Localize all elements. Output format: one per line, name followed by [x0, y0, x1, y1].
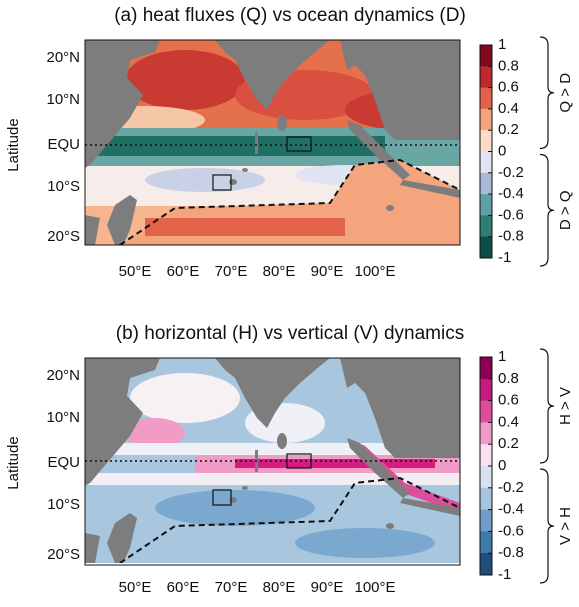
colorbar-tick-label: 0.4: [498, 413, 519, 430]
colorbar-tick-label: 1: [498, 36, 506, 53]
lon-label: 50°E: [119, 263, 152, 280]
lon-label: 100°E: [354, 579, 395, 596]
lon-label: 70°E: [215, 263, 248, 280]
colorbar-band: [480, 45, 492, 67]
colorbar-tick-label: 0.4: [498, 100, 519, 117]
colorbar-band: [480, 378, 492, 402]
map-a: [85, 40, 460, 245]
colorbar-band: [480, 509, 492, 532]
lat-label: 10°N: [46, 91, 80, 108]
colorbar-band: [480, 444, 492, 467]
map-b: [85, 358, 460, 563]
colorbar-band: [480, 130, 492, 152]
colorbar-band: [480, 236, 492, 259]
colorbar-band: [480, 487, 492, 511]
lon-label: 80°E: [263, 579, 296, 596]
lon-label: 100°E: [354, 263, 395, 280]
lon-label: 90°E: [311, 263, 344, 280]
lat-label: 20°S: [47, 546, 80, 563]
lat-label: 10°S: [47, 496, 80, 513]
colorbar-tick-label: -0.6: [498, 522, 524, 539]
colorbar-tick-label: 0.2: [498, 435, 519, 452]
colorbar-band: [480, 108, 492, 131]
colorbar-band: [480, 151, 492, 174]
colorbar-band: [480, 422, 492, 445]
colorbar-tick-label: -0.6: [498, 206, 524, 223]
panel-title: (a) heat fluxes (Q) vs ocean dynamics (D…: [114, 5, 466, 26]
lon-label: 90°E: [311, 579, 344, 596]
lat-label: 20°N: [46, 367, 80, 384]
brace-label: H > V: [557, 387, 574, 425]
brace: [539, 153, 555, 267]
panel-title: (b) horizontal (H) vs vertical (V) dynam…: [116, 323, 464, 344]
colorbar-band: [480, 215, 492, 238]
brace: [539, 36, 555, 150]
colorbar-tick-label: 0.8: [498, 57, 519, 74]
colorbar-tick-label: 0: [498, 142, 506, 159]
colorbar-tick-label: -0.4: [498, 501, 524, 518]
lat-label: EQU: [47, 454, 80, 471]
lat-label: 10°N: [46, 409, 80, 426]
colorbar-band: [480, 194, 492, 216]
colorbar-tick-label: -1: [498, 249, 511, 266]
lon-label: 50°E: [119, 579, 152, 596]
brace-label: V > H: [557, 507, 574, 545]
lat-label: 20°S: [47, 228, 80, 245]
colorbar-tick-label: -0.2: [498, 164, 524, 181]
lon-label: 60°E: [167, 579, 200, 596]
brace-label: D > Q: [557, 190, 574, 230]
colorbar-band: [480, 357, 492, 380]
colorbar-band: [480, 66, 492, 89]
lon-label: 60°E: [167, 263, 200, 280]
brace: [539, 468, 555, 584]
colorbar-tick-label: -0.4: [498, 185, 524, 202]
lat-label: EQU: [47, 136, 80, 153]
y-axis-label: Latitude: [5, 118, 22, 171]
colorbar-band: [480, 87, 492, 110]
brace-label: Q > D: [557, 73, 574, 113]
lat-label: 10°S: [47, 178, 80, 195]
lat-label: 20°N: [46, 49, 80, 66]
colorbar-tick-label: -0.8: [498, 544, 524, 561]
lon-label: 80°E: [263, 263, 296, 280]
colorbar-tick-label: 0.2: [498, 121, 519, 138]
colorbar-tick-label: 0: [498, 457, 506, 474]
brace: [539, 348, 555, 464]
colorbar-band: [480, 400, 492, 423]
y-axis-label: Latitude: [5, 436, 22, 489]
lon-label: 70°E: [215, 579, 248, 596]
colorbar-band: [480, 553, 492, 576]
colorbar-band: [480, 466, 492, 489]
colorbar-tick-label: -1: [498, 566, 511, 583]
colorbar-band: [480, 531, 492, 554]
colorbar-tick-label: -0.8: [498, 228, 524, 245]
colorbar-tick-label: -0.2: [498, 479, 524, 496]
colorbar-tick-label: 0.8: [498, 370, 519, 387]
colorbar-tick-label: 1: [498, 348, 506, 365]
colorbar-tick-label: 0.6: [498, 392, 519, 409]
colorbar-tick-label: 0.6: [498, 79, 519, 96]
colorbar-band: [480, 172, 492, 195]
